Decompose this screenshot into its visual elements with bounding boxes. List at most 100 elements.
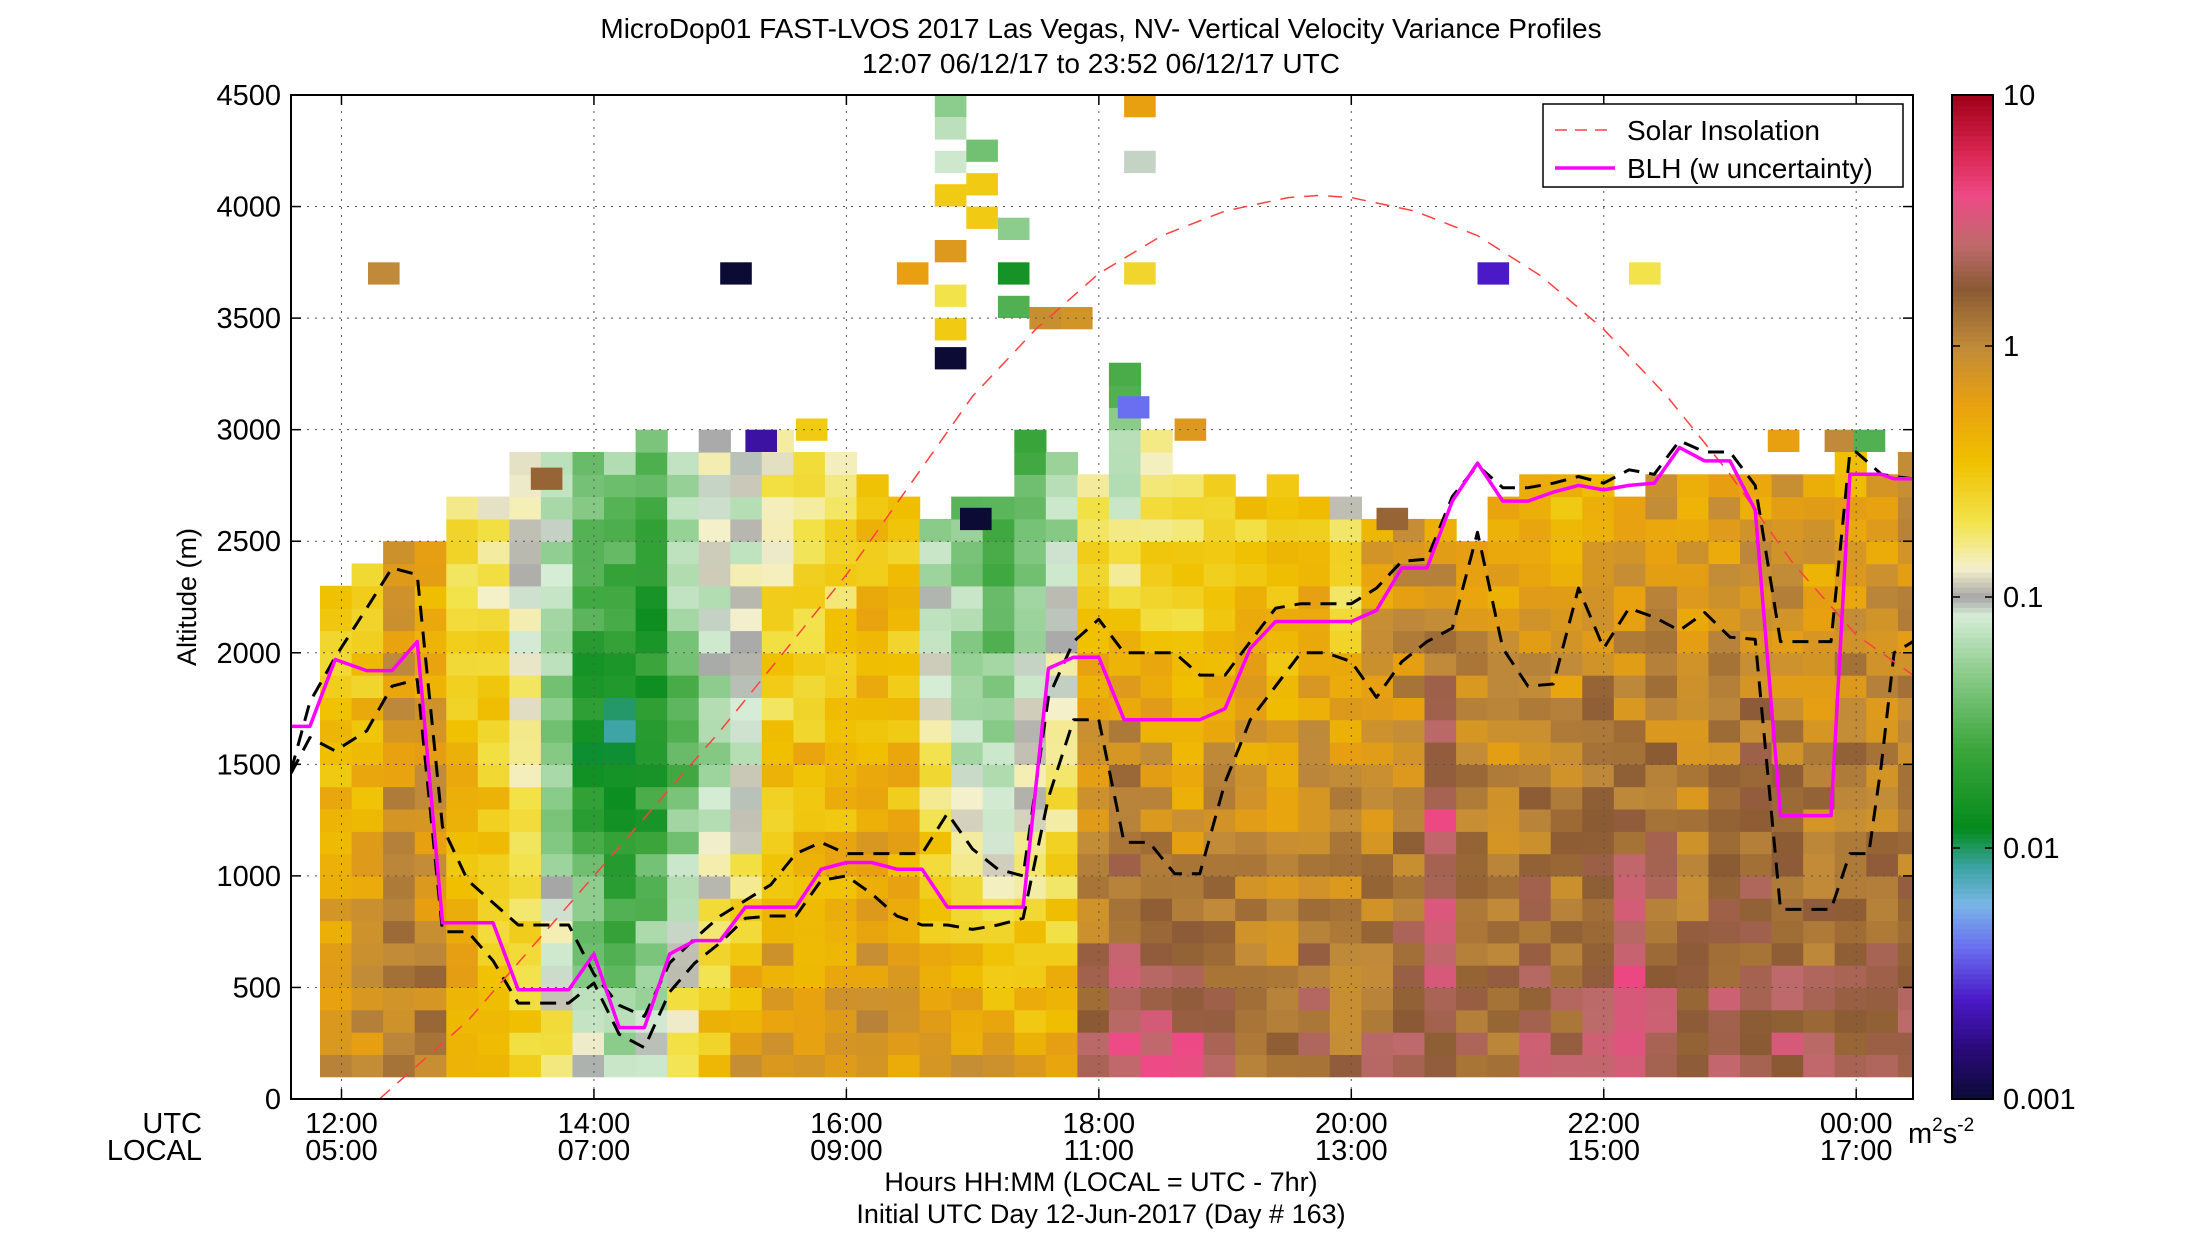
heatmap-cell xyxy=(1045,541,1078,565)
heatmap-cell xyxy=(824,920,858,944)
heatmap-cell xyxy=(1203,1032,1236,1055)
heatmap-cell xyxy=(888,675,921,698)
heatmap-cell xyxy=(477,875,510,899)
heatmap-cell xyxy=(1424,786,1457,810)
heatmap-cell xyxy=(604,630,637,654)
heatmap-cell xyxy=(1613,942,1646,966)
colorbar-segment xyxy=(1952,356,1993,362)
heatmap-cell xyxy=(1424,719,1457,743)
heatmap-cell xyxy=(1235,1032,1268,1055)
heatmap-cell xyxy=(793,452,826,475)
heatmap-cell xyxy=(383,675,416,698)
heatmap-cell xyxy=(1897,965,1913,988)
heatmap-cell xyxy=(1771,987,1804,1011)
heatmap-cell xyxy=(1172,942,1205,966)
colorbar-segment xyxy=(1952,817,1993,824)
heatmap-cell xyxy=(477,541,510,565)
heatmap-cell xyxy=(477,853,510,877)
heatmap-cell xyxy=(761,1054,794,1078)
colorbar-segment xyxy=(1952,617,1993,623)
heatmap-cell xyxy=(604,608,637,632)
heatmap-cell xyxy=(919,1032,952,1055)
heatmap-cell xyxy=(383,630,416,654)
heatmap-cell xyxy=(1203,920,1236,944)
heatmap-cell xyxy=(730,518,763,542)
heatmap-cell xyxy=(1740,1054,1773,1078)
heatmap-cell xyxy=(1329,831,1362,855)
heatmap-cell xyxy=(1740,563,1773,587)
heatmap-cell xyxy=(572,563,605,587)
heatmap-cell xyxy=(414,987,447,1011)
heatmap-cell xyxy=(1117,396,1150,419)
heatmap-cell xyxy=(1424,675,1457,698)
heatmap-cell xyxy=(1866,942,1899,966)
heatmap-cell xyxy=(856,786,889,810)
heatmap-cell xyxy=(824,942,858,966)
colorbar-unit-label: m2s-2 xyxy=(1908,1115,1974,1150)
colorbar-segment xyxy=(1952,160,1993,167)
heatmap-cell xyxy=(1329,853,1362,877)
heatmap-cell xyxy=(1613,809,1646,832)
heatmap-cell xyxy=(793,742,826,765)
heatmap-cell xyxy=(934,240,967,263)
heatmap-cell xyxy=(730,987,763,1011)
heatmap-cell xyxy=(1014,652,1047,676)
heatmap-cell xyxy=(1582,742,1615,765)
heatmap-cell xyxy=(1424,942,1457,966)
heatmap-cell xyxy=(1266,630,1299,654)
heatmap-cell xyxy=(1298,764,1331,788)
colorbar-segment xyxy=(1952,1018,1993,1025)
heatmap-cell xyxy=(1329,786,1362,810)
heatmap-cell xyxy=(509,1009,542,1033)
heatmap-cell xyxy=(572,831,605,855)
heatmap-cell xyxy=(1361,742,1394,765)
heatmap-cell xyxy=(1550,831,1583,855)
colorbar-segment xyxy=(1952,230,1993,237)
heatmap-cell xyxy=(1771,474,1804,498)
heatmap-cell xyxy=(477,831,510,855)
heatmap-cell xyxy=(1456,786,1489,810)
heatmap-cell xyxy=(1897,518,1913,542)
heatmap-cell xyxy=(951,563,984,587)
heatmap-cell xyxy=(1298,719,1331,743)
heatmap-cell xyxy=(1771,742,1804,765)
heatmap-cell xyxy=(919,987,952,1011)
heatmap-cell xyxy=(888,786,921,810)
heatmap-cell xyxy=(1172,563,1205,587)
heatmap-cell xyxy=(1866,697,1899,721)
heatmap-cell xyxy=(982,719,1015,743)
heatmap-cell xyxy=(1108,496,1142,520)
heatmap-cell xyxy=(1771,585,1804,609)
heatmap-cell xyxy=(446,875,479,899)
colorbar-segment xyxy=(1952,391,1993,397)
heatmap-cell xyxy=(951,764,984,788)
y-tick-label: 1500 xyxy=(216,749,281,781)
heatmap-cell xyxy=(1803,942,1836,966)
heatmap-cell xyxy=(351,965,384,988)
heatmap-cell xyxy=(856,1009,889,1033)
heatmap-cell xyxy=(635,809,668,832)
heatmap-cell xyxy=(1108,652,1142,676)
heatmap-cell xyxy=(1298,1054,1331,1078)
colorbar-segment xyxy=(1952,496,1993,503)
heatmap-cell xyxy=(1803,1009,1836,1033)
colorbar-segment xyxy=(1952,672,1993,679)
heatmap-cell xyxy=(1393,541,1426,565)
heatmap-cell xyxy=(1393,652,1426,676)
colorbar-segment xyxy=(1952,727,1993,734)
colorbar-segment xyxy=(1952,436,1993,443)
heatmap-cell xyxy=(951,987,984,1011)
heatmap-cell xyxy=(383,719,416,743)
heatmap-cell xyxy=(1077,764,1110,788)
heatmap-cell xyxy=(1677,875,1710,899)
heatmap-cell xyxy=(1235,831,1268,855)
heatmap-cell xyxy=(824,541,858,565)
colorbar-segment xyxy=(1952,742,1993,749)
x-tick-label-utc: 22:00 xyxy=(1567,1108,1640,1140)
heatmap-cell xyxy=(1014,764,1047,788)
heatmap-cell xyxy=(761,742,794,765)
heatmap-cell xyxy=(446,786,479,810)
heatmap-cell xyxy=(730,920,763,944)
heatmap-cell xyxy=(1771,563,1804,587)
heatmap-cell xyxy=(698,608,731,632)
